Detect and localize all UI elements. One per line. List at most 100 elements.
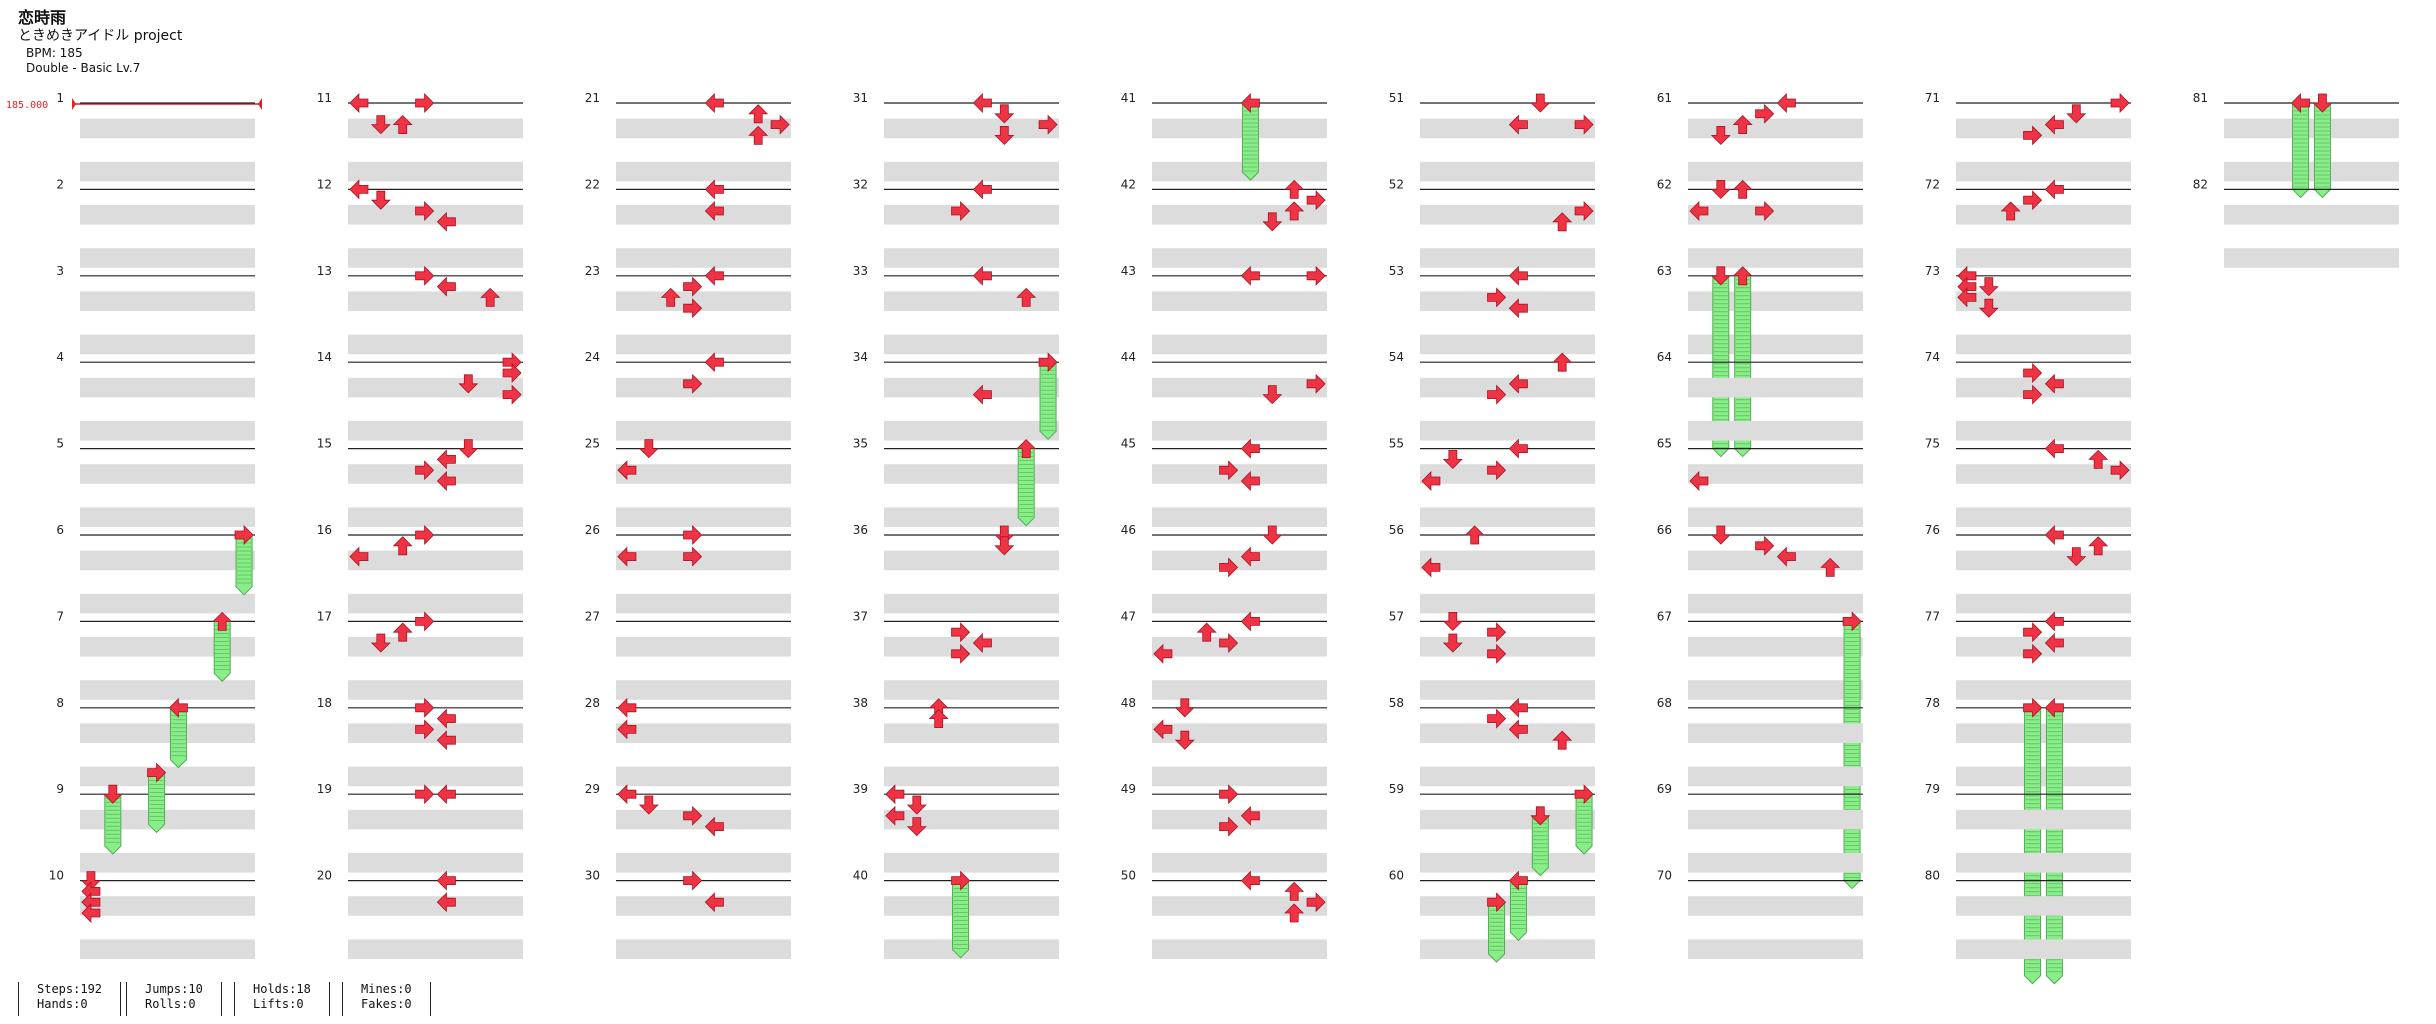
arrow-up-icon <box>480 287 501 307</box>
beat-band <box>348 550 523 571</box>
arrow-left-icon <box>1240 93 1260 113</box>
arrow-right-icon <box>502 384 522 405</box>
measure-number: 7 <box>56 609 64 623</box>
measure: 18 <box>317 696 523 787</box>
measure: 5 <box>56 437 255 527</box>
measure-number: 52 <box>1389 177 1404 191</box>
beat-band <box>1152 723 1327 743</box>
arrow-left-icon <box>2044 697 2064 718</box>
arrow-left-icon <box>704 179 724 200</box>
arrow-right-icon <box>951 201 971 221</box>
arrow-left-icon <box>436 471 456 491</box>
beat-band <box>1956 550 2131 571</box>
beat-band <box>1956 939 2131 959</box>
arrow-up-icon <box>1016 287 1037 307</box>
beat-band <box>348 334 523 355</box>
measure: 17 <box>317 609 523 700</box>
measure: 58 <box>1389 696 1595 787</box>
arrow-right-icon <box>1487 287 1507 308</box>
measure: 79 <box>1925 782 2131 873</box>
measure: 37 <box>853 609 1059 700</box>
beat-band <box>1420 161 1595 182</box>
arrow-up-icon <box>660 287 681 307</box>
beat-band <box>2224 248 2399 268</box>
arrow-down-icon <box>906 817 927 837</box>
measure-number: 59 <box>1389 782 1404 796</box>
beat-band <box>1688 939 1863 959</box>
arrow-right-icon <box>1487 622 1507 643</box>
beat-band <box>80 377 255 398</box>
beat-band <box>80 161 255 182</box>
beat-band <box>616 550 791 571</box>
beat-band <box>884 637 1059 657</box>
arrow-up-icon <box>1464 525 1485 545</box>
arrow-right-icon <box>415 460 435 481</box>
arrow-up-icon <box>1732 266 1753 286</box>
measure-number: 78 <box>1925 696 1940 710</box>
arrow-down-icon <box>1530 93 1551 113</box>
arrow-down-icon <box>1530 806 1551 826</box>
beat-band <box>616 205 791 225</box>
beat-band <box>80 291 255 311</box>
measure-number: 18 <box>317 696 332 710</box>
beat-band <box>1956 723 2131 743</box>
arrow-up-icon <box>928 709 949 728</box>
arrow-right-icon <box>1219 784 1239 805</box>
arrow-left-icon <box>1240 805 1260 826</box>
measure-number: 74 <box>1925 350 1940 364</box>
arrow-left-icon <box>885 805 905 826</box>
measure: 1 <box>56 91 255 182</box>
beat-band <box>348 766 523 787</box>
beat-band <box>1688 853 1863 873</box>
arrow-right-icon <box>234 525 254 545</box>
measure: 59 <box>1389 782 1595 877</box>
stat-value: Steps:192 <box>37 982 103 996</box>
stat-value: Fakes:0 <box>361 997 412 1011</box>
arrow-left-icon <box>972 265 992 286</box>
arrow-down-icon <box>1442 633 1463 653</box>
arrow-left-icon <box>1421 557 1441 578</box>
measure-number: 60 <box>1389 869 1404 883</box>
measure-number: 73 <box>1925 264 1940 278</box>
arrow-left-icon <box>1776 93 1796 113</box>
measure: 8 <box>56 696 255 787</box>
measure-number: 8 <box>56 696 64 710</box>
arrow-right-icon <box>415 719 435 740</box>
measure: 81 <box>2193 91 2399 199</box>
arrow-left-icon <box>1776 546 1796 567</box>
beat-band <box>348 421 523 441</box>
arrow-left-icon <box>436 449 456 470</box>
arrow-up-icon <box>212 611 233 631</box>
arrow-right-icon <box>2023 643 2043 664</box>
arrow-left-icon <box>1240 546 1260 567</box>
measure-number: 22 <box>585 177 600 191</box>
arrow-up-icon <box>2088 449 2109 469</box>
measure: 21 <box>585 91 791 182</box>
measure-number: 6 <box>56 523 64 537</box>
beat-band <box>1152 853 1327 873</box>
beat-band <box>1688 550 1863 571</box>
arrow-left-icon <box>704 93 724 113</box>
beat-band <box>616 421 791 441</box>
beat-band <box>884 291 1059 311</box>
beat-band <box>348 507 523 527</box>
arrow-down-icon <box>994 536 1015 556</box>
arrow-left-icon <box>349 179 369 200</box>
beat-band <box>884 809 1059 830</box>
arrow-up-icon <box>1284 903 1305 923</box>
arrow-right-icon <box>2023 697 2043 718</box>
beat-band <box>348 723 523 743</box>
beat-band <box>80 550 255 571</box>
measure: 42 <box>1121 177 1327 268</box>
beat-band <box>1956 118 2131 139</box>
beat-band <box>884 248 1059 268</box>
measure: 71 <box>1925 91 2131 182</box>
measure-number: 4 <box>56 350 64 364</box>
measure-number: 47 <box>1121 609 1136 623</box>
hold-body <box>1017 448 1035 527</box>
beat-band <box>616 507 791 527</box>
beat-band <box>1688 377 1863 398</box>
arrow-right-icon <box>1755 103 1775 124</box>
beat-band <box>348 291 523 311</box>
arrow-up-icon <box>392 622 413 642</box>
